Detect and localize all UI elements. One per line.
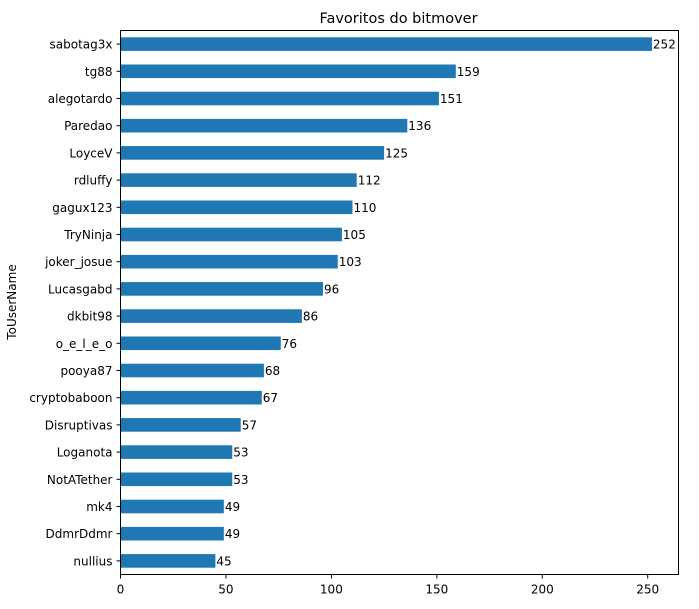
x-tick-label: 250 (636, 583, 659, 597)
bar-Paredao (120, 118, 408, 133)
data-label: 67 (263, 391, 278, 405)
bar-o_e_l_e_o (120, 336, 281, 351)
x-tick-label: 150 (425, 583, 448, 597)
y-tick-label: cryptobaboon (29, 391, 112, 405)
y-tick-label: pooya87 (60, 364, 112, 378)
plot-frame (120, 30, 679, 575)
data-label: 96 (324, 282, 339, 296)
y-tick-label: joker_josue (44, 255, 112, 269)
y-tick-label: NotATether (47, 473, 113, 487)
data-label: 103 (339, 255, 362, 269)
bar-mk4 (120, 499, 224, 514)
y-tick-label: tg88 (85, 65, 113, 79)
y-tick-label: o_e_l_e_o (56, 337, 113, 351)
bar-DdmrDdmr (120, 526, 224, 541)
bar-cryptobaboon (120, 390, 262, 405)
y-axis-label: ToUserName (5, 264, 19, 340)
y-tick-label: LoyceV (69, 146, 113, 160)
y-tick-label: DdmrDdmr (46, 527, 113, 541)
bar-sabotag3x (120, 37, 652, 51)
bar-rdluffy (120, 173, 357, 187)
data-label: 151 (440, 92, 463, 106)
bar-tg88 (120, 64, 456, 79)
bar-Loganota (120, 445, 233, 459)
x-tick-label: 200 (531, 583, 554, 597)
y-tick-label: rdluffy (74, 174, 113, 188)
chart-title: Favoritos do bitmover (319, 11, 477, 27)
data-label: 252 (653, 38, 676, 52)
bar-NotATether (120, 472, 233, 487)
data-label: 112 (358, 174, 381, 188)
y-tick-label: Lucasgabd (48, 282, 113, 296)
data-label: 53 (233, 446, 248, 460)
y-tick-label: mk4 (86, 500, 112, 514)
bar-pooya87 (120, 363, 264, 378)
x-tick-label: 100 (320, 583, 343, 597)
bar-Lucasgabd (120, 282, 323, 296)
data-label: 49 (225, 527, 240, 541)
y-tick-label: sabotag3x (50, 38, 113, 52)
data-label: 68 (265, 364, 280, 378)
bars-layer (120, 37, 652, 568)
y-tick-label: Disruptivas (45, 418, 113, 432)
data-label: 110 (353, 201, 376, 215)
bar-joker_josue (120, 254, 338, 269)
data-label: 136 (408, 119, 431, 133)
bar-TryNinja (120, 227, 342, 242)
y-tick-label: gagux123 (52, 201, 112, 215)
data-label: 86 (303, 310, 318, 324)
x-tick-label: 0 (117, 583, 125, 597)
bar-Disruptivas (120, 418, 241, 432)
data-label: 57 (242, 418, 257, 432)
y-tick-label: nullius (73, 554, 112, 568)
data-label: 105 (343, 228, 366, 242)
x-tick-labels: 0 50 100 150 200 250 (117, 574, 659, 597)
y-tick-label: TryNinja (63, 228, 112, 242)
bar-alegotardo (120, 91, 439, 106)
y-tick-label: Paredao (64, 119, 112, 133)
data-label: 49 (225, 500, 240, 514)
data-label: 76 (282, 337, 297, 351)
bar-gagux123 (120, 200, 353, 215)
bar-dkbit98 (120, 309, 302, 323)
y-tick-label: alegotardo (48, 92, 113, 106)
bar-nullius (120, 554, 216, 568)
y-tick-labels: sabotag3x tg88 alegotardo Paredao LoyceV rdlu… (29, 38, 121, 568)
y-tick-label: dkbit98 (67, 310, 113, 324)
data-label: 125 (385, 146, 408, 160)
data-label: 159 (457, 65, 480, 79)
data-label: 45 (216, 554, 231, 568)
data-label: 53 (233, 473, 248, 487)
y-tick-label: Loganota (57, 446, 113, 460)
bar-LoyceV (120, 146, 385, 160)
x-tick-label: 50 (218, 583, 233, 597)
